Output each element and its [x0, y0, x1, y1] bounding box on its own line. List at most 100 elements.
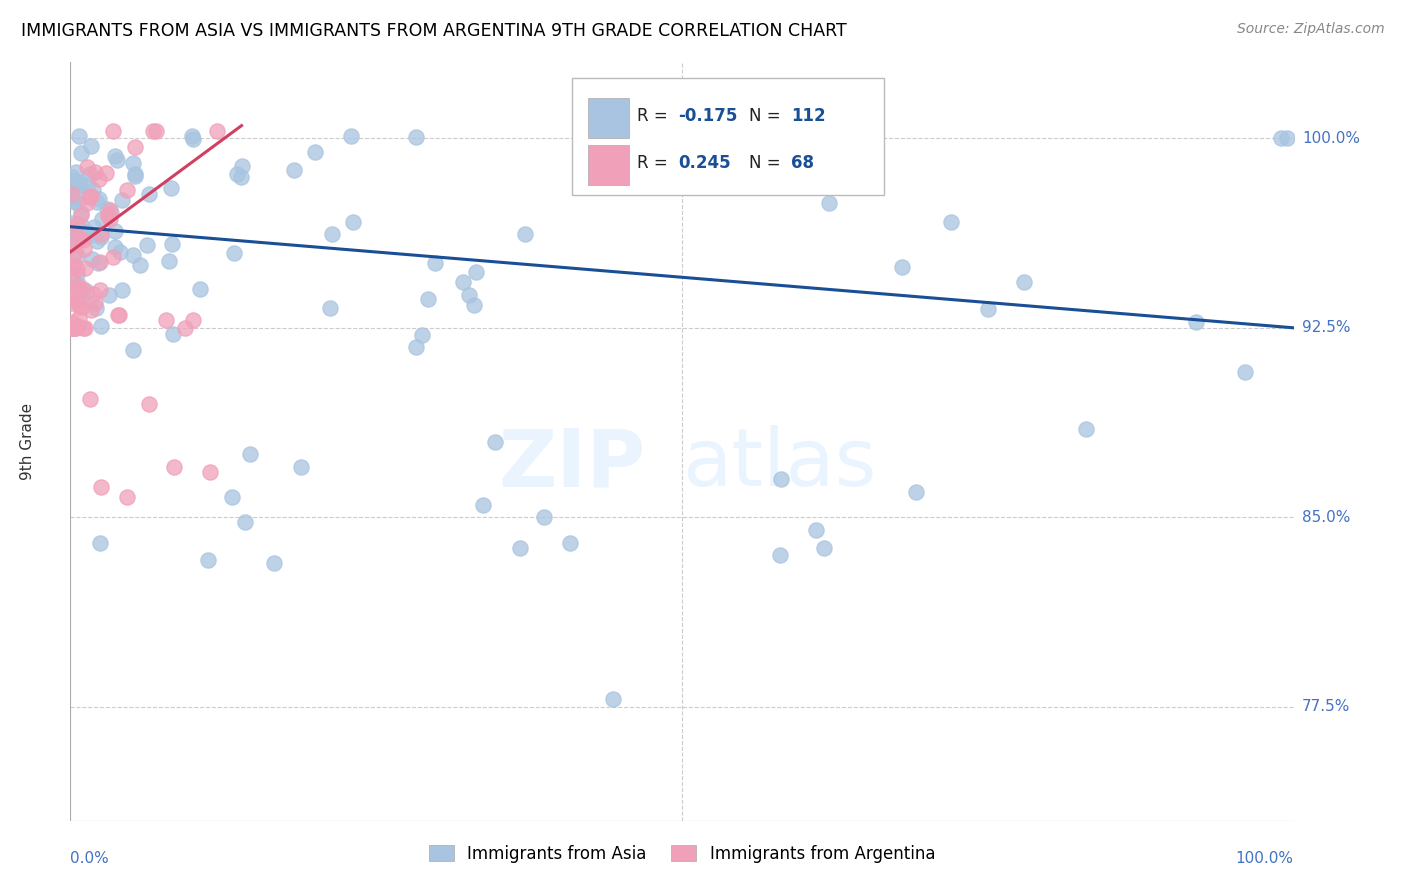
- Text: 112: 112: [790, 107, 825, 125]
- Text: 0.245: 0.245: [678, 154, 731, 172]
- Point: [904, 485, 927, 500]
- Point: [70, 208, 93, 222]
- Point: [60, 191, 83, 205]
- Point: [162, 459, 184, 474]
- Point: [238, 447, 260, 461]
- FancyBboxPatch shape: [588, 145, 630, 185]
- Point: [69, 146, 91, 161]
- Point: [73, 320, 96, 334]
- Point: [62, 178, 84, 193]
- Point: [90, 480, 112, 494]
- Point: [233, 516, 256, 530]
- Point: [1074, 422, 1097, 436]
- Point: [66, 184, 89, 198]
- Text: -0.175: -0.175: [678, 107, 738, 125]
- Point: [67, 232, 90, 246]
- Point: [104, 224, 127, 238]
- Text: R =: R =: [637, 154, 672, 172]
- Point: [513, 227, 536, 242]
- Point: [103, 251, 125, 265]
- Point: [98, 202, 121, 217]
- Point: [121, 248, 143, 262]
- Point: [484, 434, 506, 449]
- Text: 85.0%: 85.0%: [1302, 510, 1350, 524]
- Point: [70, 300, 93, 314]
- Point: [60, 239, 83, 253]
- Point: [891, 260, 914, 274]
- Point: [83, 295, 105, 310]
- Point: [79, 139, 101, 153]
- Point: [90, 227, 112, 241]
- Point: [62, 320, 84, 334]
- Point: [77, 190, 100, 204]
- Point: [124, 167, 146, 181]
- Point: [65, 165, 87, 179]
- Point: [89, 255, 111, 269]
- Point: [84, 301, 107, 316]
- Point: [60, 296, 83, 310]
- Point: [136, 238, 159, 252]
- Point: [100, 206, 122, 220]
- Point: [60, 289, 83, 303]
- Point: [67, 310, 90, 325]
- FancyBboxPatch shape: [572, 78, 884, 195]
- Point: [121, 343, 143, 358]
- Point: [60, 315, 83, 329]
- Point: [160, 237, 183, 252]
- Point: [304, 145, 326, 160]
- Point: [82, 287, 104, 301]
- Point: [83, 219, 105, 234]
- Point: [162, 327, 184, 342]
- Point: [103, 124, 125, 138]
- Point: [471, 498, 494, 512]
- Point: [200, 465, 222, 479]
- Point: [183, 132, 205, 146]
- Point: [96, 202, 118, 217]
- Point: [86, 234, 108, 248]
- Point: [160, 181, 183, 195]
- Point: [533, 510, 555, 524]
- Point: [138, 396, 160, 410]
- Point: [62, 260, 84, 274]
- Point: [76, 225, 98, 239]
- Point: [411, 328, 433, 343]
- Point: [67, 279, 90, 293]
- Point: [79, 392, 101, 406]
- Point: [464, 265, 486, 279]
- Point: [67, 231, 90, 245]
- Point: [87, 171, 110, 186]
- Point: [1184, 315, 1206, 329]
- Point: [221, 490, 243, 504]
- Point: [62, 320, 84, 334]
- Point: [66, 248, 89, 262]
- Point: [105, 153, 128, 167]
- Point: [98, 212, 121, 227]
- Point: [60, 170, 83, 185]
- Point: [72, 229, 94, 244]
- Point: [1270, 131, 1292, 145]
- Text: 100.0%: 100.0%: [1236, 851, 1294, 866]
- Point: [769, 473, 792, 487]
- Text: 0.0%: 0.0%: [70, 851, 110, 866]
- Point: [89, 283, 111, 297]
- Point: [65, 320, 87, 334]
- Point: [67, 281, 90, 295]
- Point: [181, 128, 204, 143]
- Point: [108, 244, 131, 259]
- Point: [70, 206, 93, 220]
- Text: 92.5%: 92.5%: [1302, 320, 1350, 335]
- Point: [224, 245, 246, 260]
- Point: [90, 230, 112, 244]
- Text: 100.0%: 100.0%: [1302, 131, 1360, 145]
- Point: [290, 459, 312, 474]
- Point: [340, 128, 363, 143]
- Point: [813, 541, 835, 555]
- Point: [67, 176, 90, 190]
- Point: [73, 260, 96, 275]
- Point: [82, 252, 104, 266]
- Point: [425, 256, 447, 270]
- Point: [457, 287, 479, 301]
- Point: [181, 313, 204, 327]
- Point: [115, 490, 138, 504]
- Text: 68: 68: [790, 154, 814, 172]
